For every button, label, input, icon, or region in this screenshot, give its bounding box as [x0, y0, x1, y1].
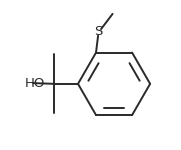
- Text: HO: HO: [25, 77, 45, 90]
- Text: S: S: [94, 25, 103, 38]
